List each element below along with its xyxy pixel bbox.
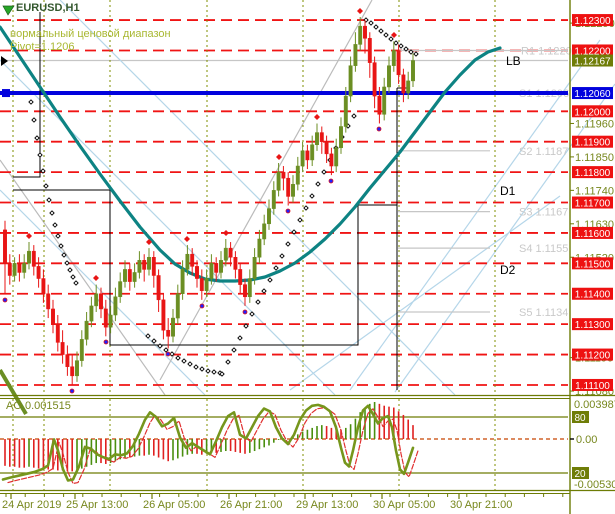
indicator-level-badge: 20	[572, 467, 589, 480]
price-level-badge: 1.11600	[572, 226, 613, 240]
svg-text:1.11500: 1.11500	[575, 259, 611, 270]
svg-text:1.12200: 1.12200	[574, 46, 611, 57]
price-level-badge: 1.12000	[572, 105, 613, 118]
price-level-badge: 1.11100	[572, 378, 613, 392]
svg-text:1.11960: 1.11960	[575, 118, 614, 130]
svg-text:S2 1.1187: S2 1.1187	[519, 146, 568, 158]
price-level-badge: 1.11800	[572, 166, 613, 179]
svg-text:26 Apr 05:00: 26 Apr 05:00	[143, 499, 205, 511]
svg-text:1.12300: 1.12300	[574, 16, 611, 27]
price-axis[interactable]: 1.122901.119601.118501.117401.116301.115…	[570, 14, 615, 398]
range-object-segment	[0, 368, 28, 416]
time-axis[interactable]: 24 Apr 2019 25 Apr 13:00 26 Apr 05:00 26 Ap…	[2, 494, 564, 511]
overlay-lines	[0, 0, 615, 396]
line-anchor-icon	[1, 56, 8, 66]
svg-text:1.11850: 1.11850	[575, 152, 614, 164]
fractal-markers	[2, 8, 397, 394]
price-level-badge: 1.12300	[572, 14, 613, 27]
svg-text:D2: D2	[500, 263, 516, 277]
svg-text:1.11600: 1.11600	[575, 229, 611, 240]
svg-text:1.11400: 1.11400	[575, 290, 611, 301]
svg-text:29 Apr 13:00: 29 Apr 13:00	[296, 499, 358, 511]
svg-text:30 Apr 05:00: 30 Apr 05:00	[373, 499, 435, 511]
chart-shift-icon[interactable]	[2, 5, 15, 16]
pivot-line	[0, 89, 568, 98]
svg-text:20: 20	[574, 469, 586, 480]
svg-text:1.11740: 1.11740	[575, 185, 614, 197]
balance-line	[0, 25, 502, 283]
indicator-axis[interactable]: 0.003987 0.00 -0.005309 80 20	[570, 399, 615, 491]
candlesticks	[3, 17, 415, 385]
price-level-badge: 1.11500	[572, 257, 613, 270]
svg-text:S4 1.1155: S4 1.1155	[519, 243, 568, 255]
svg-text:1.12167: 1.12167	[574, 57, 611, 68]
svg-text:80: 80	[574, 413, 586, 424]
svg-text:LB: LB	[506, 54, 521, 68]
svg-text:1.11800: 1.11800	[575, 168, 611, 179]
indicator-level-badge: 80	[572, 411, 589, 424]
price-level-badge: 1.11900	[572, 135, 613, 149]
svg-text:0.00: 0.00	[576, 434, 597, 446]
svg-text:0.003987: 0.003987	[574, 399, 615, 411]
svg-text:30 Apr 21:00: 30 Apr 21:00	[450, 499, 512, 511]
svg-text:1.11900: 1.11900	[575, 138, 611, 149]
price-level-badge: 1.11400	[572, 287, 613, 301]
svg-text:1.11300: 1.11300	[575, 320, 611, 331]
svg-text:D1: D1	[500, 184, 516, 198]
svg-text:26 Apr 21:00: 26 Apr 21:00	[220, 499, 282, 511]
svg-text:1.11700: 1.11700	[575, 199, 611, 210]
price-level-badge: 1.11200	[572, 348, 613, 362]
svg-text:S5 1.1134: S5 1.1134	[519, 307, 568, 319]
sar-dots	[28, 17, 419, 377]
range-box-lines	[13, 12, 410, 390]
svg-text:1.12000: 1.12000	[574, 107, 611, 118]
svg-text:1.11200: 1.11200	[575, 351, 611, 362]
price-level-badge: 1.11300	[572, 318, 613, 331]
pivot-price-badge: 1.12060	[572, 87, 613, 100]
price-level-badge: 1.11700	[572, 196, 613, 210]
svg-text:24 Apr 2019: 24 Apr 2019	[2, 499, 61, 511]
level-text-labels: LB D1 D2	[500, 54, 521, 277]
indicator-panel[interactable]	[0, 401, 568, 485]
svg-text:1.11100: 1.11100	[575, 381, 610, 392]
svg-text:R1 1.1220: R1 1.1220	[521, 45, 572, 57]
price-level-badge: 1.12200	[572, 44, 613, 57]
svg-text:-0.005309: -0.005309	[574, 479, 615, 491]
svg-text:25 Apr 13:00: 25 Apr 13:00	[66, 499, 128, 511]
svg-text:1.12060: 1.12060	[574, 89, 611, 100]
svg-text:S3 1.1167: S3 1.1167	[519, 207, 568, 219]
current-price-badge: 1.12167	[572, 54, 613, 68]
